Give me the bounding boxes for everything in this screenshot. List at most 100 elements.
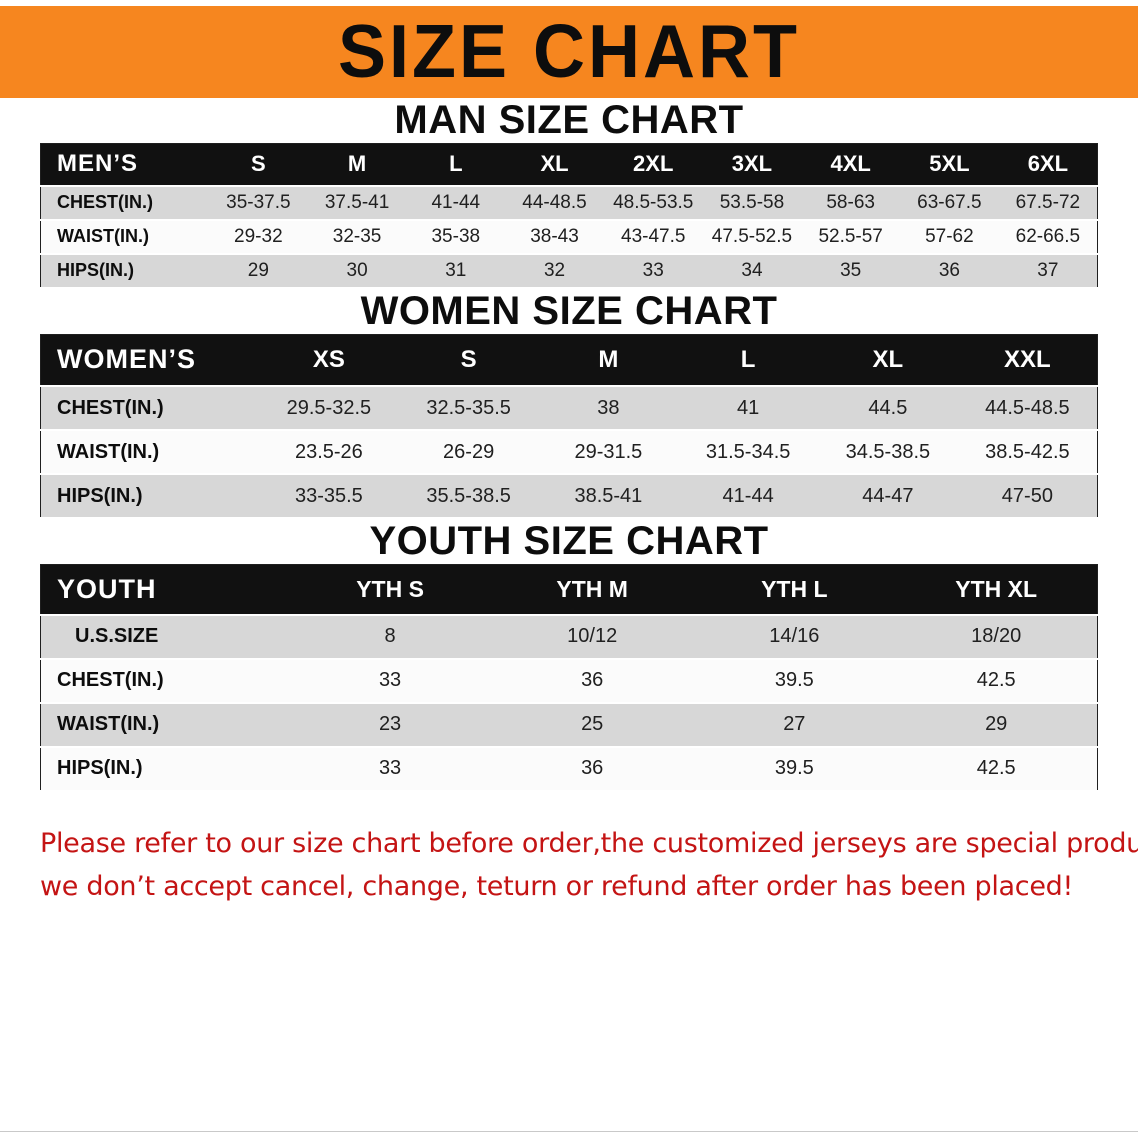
- table-cell: 35-38: [431, 225, 481, 247]
- table-header-row: WOMEN’S XS S M L XL XXL: [40, 334, 1098, 386]
- size-column-header: 4XL: [830, 151, 871, 177]
- row-label: WAIST(IN.): [57, 713, 160, 735]
- table-cell: 62-66.5: [1015, 225, 1081, 247]
- size-column-header: 3XL: [731, 151, 773, 177]
- size-column-header: S: [460, 345, 477, 373]
- table-cell: 38: [597, 396, 620, 419]
- table-cell: 39.5: [774, 757, 814, 779]
- size-column-header: L: [740, 345, 756, 373]
- notice-line-1: Please refer to our size chart before or…: [40, 827, 1138, 859]
- order-notice: Please refer to our size chart before or…: [40, 822, 1138, 934]
- table-cell: 44-48.5: [522, 191, 587, 213]
- row-label: HIPS(IN.): [57, 484, 143, 507]
- table-cell: 47.5-52.5: [711, 225, 793, 247]
- men-size-table: MEN’S S M L XL 2XL 3XL 4XL 5XL 6XL CHEST(IN.) 35-37…: [40, 143, 1098, 289]
- table-cell: 37: [1037, 259, 1059, 281]
- table-cell: 29-31.5: [574, 440, 643, 463]
- table-cell: 38.5-41: [574, 484, 643, 507]
- row-label: WAIST(IN.): [57, 226, 149, 246]
- youth-section-heading: YOUTH SIZE CHART: [369, 519, 769, 563]
- table-cell: 36: [581, 669, 604, 691]
- youth-size-section: YOUTH SIZE CHART YOUTH YTH S YTH M YTH L YTH…: [0, 519, 1138, 792]
- size-column-header: 6XL: [1027, 151, 1069, 177]
- table-cell: 44.5-48.5: [985, 396, 1070, 419]
- table-cell: 57-62: [925, 225, 974, 247]
- women-size-section: WOMEN SIZE CHART WOMEN’S XS S M L XL XXL CHEST(…: [0, 289, 1138, 519]
- table-corner-label: WOMEN’S: [57, 344, 196, 375]
- table-cell: 47-50: [1001, 484, 1053, 507]
- women-size-table: WOMEN’S XS S M L XL XXL CHEST(IN.) 29.5-32.5 32.5…: [40, 333, 1098, 519]
- table-cell: 29.5-32.5: [286, 396, 372, 419]
- size-column-header: XXL: [1004, 345, 1051, 373]
- table-cell: 38.5-42.5: [985, 440, 1070, 463]
- size-column-header: XS: [312, 345, 345, 373]
- table-cell: 35.5-38.5: [426, 484, 511, 507]
- row-label: WAIST(IN.): [57, 440, 160, 463]
- size-column-header: M: [598, 345, 619, 373]
- table-cell: 34: [741, 259, 763, 281]
- men-section-heading: MAN SIZE CHART: [394, 98, 744, 142]
- table-cell: 29: [247, 259, 269, 281]
- table-cell: 27: [783, 713, 806, 735]
- table-cell: 33-35.5: [294, 484, 363, 507]
- size-column-header: 5XL: [929, 151, 970, 177]
- table-row: CHEST(IN.) 35-37.5 37.5-41 41-44 44-48.5 48.5…: [40, 185, 1098, 220]
- table-cell: 26-29: [443, 440, 495, 463]
- table-cell: 58-63: [826, 191, 875, 213]
- table-cell: 52.5-57: [818, 225, 883, 247]
- table-header-row: YOUTH YTH S YTH M YTH L YTH XL: [40, 564, 1098, 615]
- table-cell: 36: [581, 757, 604, 779]
- row-label: HIPS(IN.): [57, 757, 143, 779]
- table-cell: 41-44: [722, 484, 774, 507]
- table-cell: 33: [642, 259, 664, 281]
- table-cell: 33: [378, 669, 402, 691]
- table-row: HIPS(IN.) 33 36 39.5 42.5: [40, 746, 1098, 791]
- size-column-header: YTH L: [761, 575, 828, 602]
- table-cell: 31.5-34.5: [705, 440, 791, 463]
- size-column-header: YTH S: [356, 575, 424, 602]
- table-cell: 33: [378, 757, 402, 779]
- table-cell: 35: [840, 259, 862, 281]
- table-cell: 44.5: [868, 396, 908, 419]
- table-cell: 44-47: [862, 484, 914, 507]
- table-cell: 67.5-72: [1015, 191, 1081, 213]
- banner: SIZE CHART: [0, 6, 1138, 98]
- table-cell: 48.5-53.5: [613, 191, 694, 213]
- table-cell: 32: [543, 259, 566, 281]
- size-column-header: XL: [872, 345, 904, 373]
- table-corner-label: MEN’S: [57, 150, 139, 178]
- table-cell: 38-43: [530, 225, 579, 247]
- table-cell: 32-35: [332, 225, 382, 247]
- table-cell: 53.5-58: [719, 191, 785, 213]
- table-cell: 10/12: [567, 625, 618, 647]
- table-row: U.S.SIZE 8 10/12 14/16 18/20: [40, 614, 1098, 659]
- size-column-header: S: [251, 151, 266, 177]
- size-column-header: 2XL: [633, 151, 674, 177]
- table-row: HIPS(IN.) 29 30 31 32 33 34 35 36 37: [40, 253, 1098, 288]
- table-cell: 14/16: [769, 625, 820, 647]
- table-cell: 29-32: [234, 225, 283, 247]
- page-title: SIZE CHART: [338, 10, 800, 95]
- table-row: WAIST(IN.) 23 25 27 29: [40, 702, 1098, 747]
- notice-line-2: we don’t accept cancel, change, teturn o…: [40, 870, 1073, 902]
- table-cell: 29: [985, 713, 1008, 735]
- table-row: CHEST(IN.) 33 36 39.5 42.5: [40, 658, 1098, 703]
- table-cell: 63-67.5: [917, 191, 982, 213]
- table-cell: 32.5-35.5: [426, 396, 511, 419]
- table-cell: 23: [378, 713, 402, 735]
- size-column-header: M: [347, 151, 367, 177]
- row-label: CHEST(IN.): [57, 669, 164, 691]
- row-label: CHEST(IN.): [57, 396, 164, 419]
- size-column-header: XL: [540, 151, 569, 177]
- table-cell: 23.5-26: [294, 440, 363, 463]
- table-row: WAIST(IN.) 29-32 32-35 35-38 38-43 43-47.5 47.…: [40, 219, 1098, 254]
- table-row: CHEST(IN.) 29.5-32.5 32.5-35.5 38 41 44.5 44.5…: [40, 386, 1098, 430]
- table-row: WAIST(IN.) 23.5-26 26-29 29-31.5 31.5-34.5 34…: [40, 430, 1098, 474]
- table-corner-label: YOUTH: [57, 573, 157, 604]
- table-cell: 30: [346, 259, 368, 281]
- table-cell: 43-47.5: [621, 225, 686, 247]
- row-label: CHEST(IN.): [57, 192, 153, 212]
- table-header-row: MEN’S S M L XL 2XL 3XL 4XL 5XL 6XL: [40, 143, 1098, 186]
- table-cell: 34.5-38.5: [845, 440, 931, 463]
